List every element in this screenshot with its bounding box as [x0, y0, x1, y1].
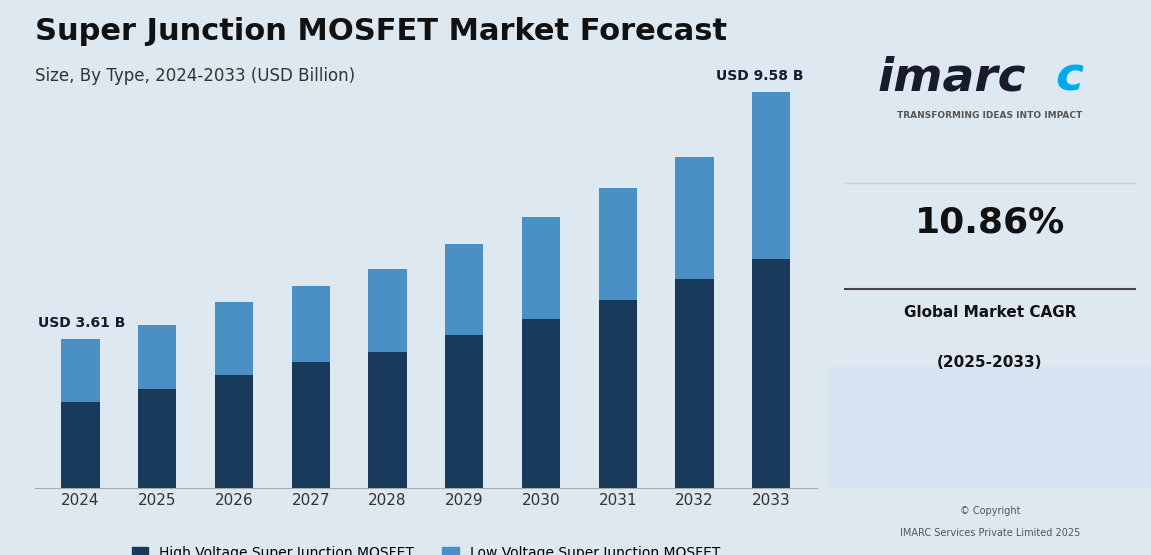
- Text: Global Market CAGR: Global Market CAGR: [904, 305, 1076, 320]
- Text: Size, By Type, 2024-2033 (USD Billion): Size, By Type, 2024-2033 (USD Billion): [35, 67, 355, 84]
- Bar: [138, 325, 176, 389]
- Bar: [215, 302, 253, 375]
- Bar: [61, 339, 100, 401]
- Bar: [368, 269, 406, 352]
- Bar: [676, 280, 714, 488]
- Text: IMARC Services Private Limited 2025: IMARC Services Private Limited 2025: [900, 528, 1080, 538]
- Text: USD 3.61 B: USD 3.61 B: [38, 316, 125, 330]
- Text: c: c: [1055, 56, 1083, 100]
- Bar: [752, 259, 791, 488]
- Bar: [521, 319, 561, 488]
- Legend: High Voltage Super Junction MOSFET, Low Voltage Super Junction MOSFET: High Voltage Super Junction MOSFET, Low …: [125, 541, 726, 555]
- Bar: [445, 335, 483, 488]
- Bar: [829, 366, 1151, 488]
- Bar: [676, 158, 714, 280]
- Bar: [368, 352, 406, 488]
- Bar: [752, 92, 791, 259]
- Text: © Copyright: © Copyright: [960, 506, 1020, 516]
- Text: (2025-2033): (2025-2033): [937, 355, 1043, 370]
- Bar: [61, 401, 100, 488]
- Bar: [291, 362, 330, 488]
- Text: imarc: imarc: [877, 56, 1026, 100]
- Bar: [445, 244, 483, 335]
- Bar: [599, 189, 637, 300]
- Bar: [291, 286, 330, 362]
- Bar: [599, 300, 637, 488]
- Text: TRANSFORMING IDEAS INTO IMPACT: TRANSFORMING IDEAS INTO IMPACT: [898, 111, 1082, 120]
- Text: Super Junction MOSFET Market Forecast: Super Junction MOSFET Market Forecast: [35, 17, 726, 46]
- Bar: [215, 375, 253, 488]
- Bar: [138, 389, 176, 488]
- Text: USD 9.58 B: USD 9.58 B: [716, 69, 803, 83]
- Text: 10.86%: 10.86%: [915, 205, 1065, 239]
- Bar: [521, 218, 561, 319]
